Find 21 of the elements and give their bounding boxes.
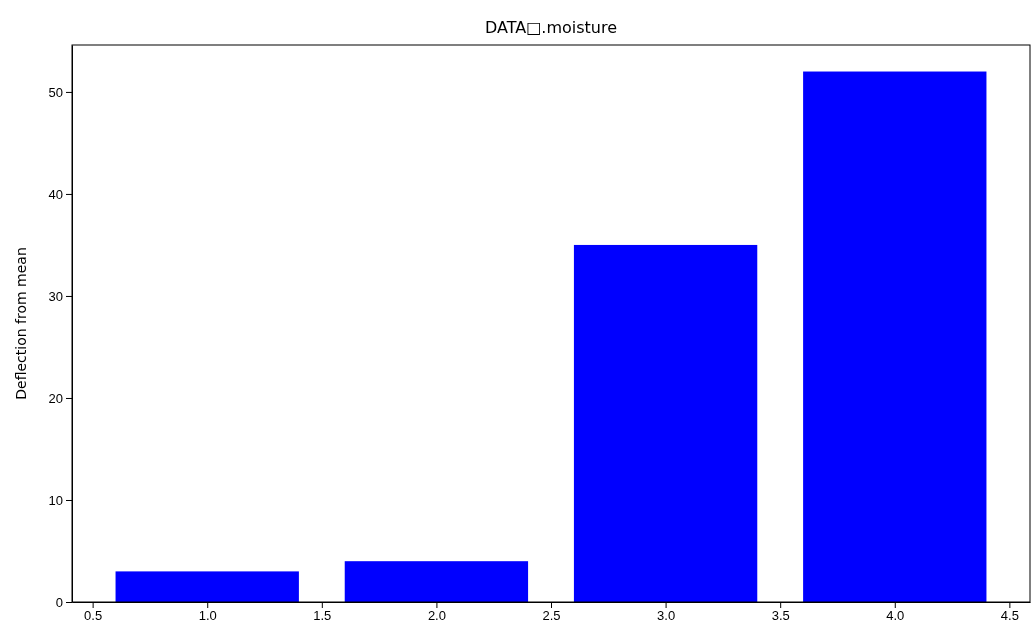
y-tick-label: 0 <box>55 594 63 610</box>
y-tick-label: 10 <box>48 492 63 508</box>
x-tick-label: 1.0 <box>198 608 217 624</box>
bar <box>803 71 987 602</box>
x-tick-label: 3.0 <box>657 608 676 624</box>
x-tick-label: 0.5 <box>84 608 103 624</box>
x-tick-label: 1.5 <box>313 608 332 624</box>
y-axis-title: Deflection from mean <box>13 247 29 400</box>
y-tick-label: 40 <box>48 186 63 202</box>
x-tick-label: 3.5 <box>771 608 790 624</box>
x-tick-label: 4.0 <box>886 608 905 624</box>
x-tick-label: 2.0 <box>427 608 446 624</box>
x-tick-label: 4.5 <box>1000 608 1019 624</box>
y-tick-label: 20 <box>48 390 63 406</box>
x-tick-label: 2.5 <box>542 608 561 624</box>
y-tick-label: 50 <box>48 84 63 100</box>
y-tick-label: 30 <box>48 288 63 304</box>
bar <box>344 561 529 602</box>
bar <box>573 244 758 602</box>
bar <box>115 571 299 602</box>
chart-title: DATA□.moisture <box>484 18 618 37</box>
